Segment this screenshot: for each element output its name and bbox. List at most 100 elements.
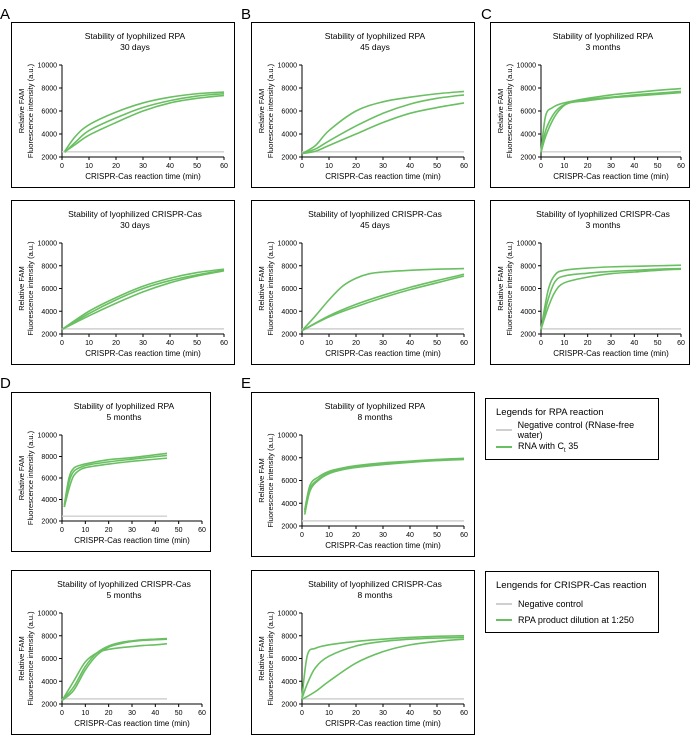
- legend-crispr-title: Lengends for CRISPR-Cas reaction: [496, 580, 647, 591]
- y-tick-label: 10000: [278, 611, 298, 618]
- panel-letter-e: E: [241, 375, 252, 392]
- x-tick-label: 30: [139, 340, 147, 347]
- series-line-3: [301, 638, 465, 701]
- y-tick-label: 10000: [517, 241, 537, 248]
- y-tick-label: 6000: [281, 656, 297, 663]
- x-tick-label: 20: [112, 163, 120, 170]
- chart-subtitle: 3 months: [586, 42, 621, 52]
- x-tick-label: 30: [379, 710, 387, 717]
- x-tick-label: 10: [325, 163, 333, 170]
- y-tick-label: 6000: [41, 476, 57, 483]
- legend-rpa-reaction: Legends for RPA reaction Negative contro…: [485, 398, 659, 460]
- x-tick-label: 60: [677, 340, 685, 347]
- y-axis-label: Relative FAM: [17, 636, 26, 681]
- y-axis-label: Relative FAM: [257, 266, 266, 311]
- legend-swatch-negative: [496, 429, 512, 431]
- x-axis-label: CRISPR-Cas reaction time (min): [325, 541, 441, 550]
- x-tick-label: 60: [460, 532, 468, 539]
- x-tick-label: 10: [85, 163, 93, 170]
- y-tick-label: 8000: [281, 633, 297, 640]
- x-tick-label: 0: [539, 340, 543, 347]
- x-tick-label: 20: [105, 710, 113, 717]
- y-tick-label: 6000: [41, 286, 57, 293]
- x-tick-label: 30: [379, 163, 387, 170]
- y-tick-label: 8000: [41, 86, 57, 93]
- x-axis-label: CRISPR-Cas reaction time (min): [85, 172, 201, 181]
- series-line-3: [63, 457, 168, 508]
- y-tick-label: 2000: [520, 155, 536, 162]
- x-tick-label: 20: [352, 340, 360, 347]
- x-axis-label: CRISPR-Cas reaction time (min): [325, 172, 441, 181]
- chart-title: Stability of lyophilized RPA: [325, 401, 426, 411]
- x-tick-label: 30: [607, 340, 615, 347]
- y-tick-label: 4000: [281, 132, 297, 139]
- x-tick-label: 40: [166, 340, 174, 347]
- y-axis-label: Fluorescence intensity (a.u.): [266, 241, 275, 336]
- chart-subtitle: 30 days: [120, 220, 150, 230]
- series-line-3: [61, 642, 168, 702]
- y-axis-label: Fluorescence intensity (a.u.): [26, 430, 35, 525]
- y-tick-label: 8000: [281, 86, 297, 93]
- series-line-3: [303, 458, 465, 515]
- legend-swatch-dilution: [496, 619, 512, 621]
- y-tick-label: 8000: [41, 263, 57, 270]
- x-tick-label: 30: [139, 163, 147, 170]
- series-line-1: [540, 264, 682, 330]
- y-axis-label: Relative FAM: [257, 89, 266, 134]
- legend-rpa-item-rna-label: RNA with Ct 35: [518, 440, 579, 454]
- chart-panel-rpa-8-months: Stability of lyophilized RPA 8 months 2000…: [251, 392, 475, 557]
- x-tick-label: 40: [406, 340, 414, 347]
- y-tick-label: 8000: [41, 633, 57, 640]
- y-axis-label: Fluorescence intensity (a.u.): [26, 241, 35, 336]
- chart-subtitle: 5 months: [107, 412, 142, 422]
- series-line-2: [64, 92, 225, 153]
- x-tick-label: 50: [654, 163, 662, 170]
- series-line-1: [64, 91, 225, 152]
- series-line-2: [63, 454, 168, 508]
- y-tick-label: 2000: [41, 155, 57, 162]
- legend-rpa-item-negative: Negative control (RNase-free water): [496, 420, 658, 440]
- y-tick-label: 6000: [520, 109, 536, 116]
- x-tick-label: 40: [406, 163, 414, 170]
- y-tick-label: 6000: [281, 109, 297, 116]
- x-tick-label: 10: [325, 532, 333, 539]
- y-tick-label: 2000: [41, 702, 57, 709]
- y-tick-label: 6000: [520, 286, 536, 293]
- y-tick-label: 6000: [281, 286, 297, 293]
- x-tick-label: 60: [677, 163, 685, 170]
- y-axis-label: Fluorescence intensity (a.u.): [26, 611, 35, 706]
- series-line-2: [540, 267, 682, 330]
- chart-subtitle: 3 months: [586, 220, 621, 230]
- x-tick-label: 60: [220, 163, 228, 170]
- series-line-1: [301, 90, 465, 155]
- y-axis-label: Relative FAM: [17, 266, 26, 311]
- x-tick-label: 10: [560, 163, 568, 170]
- series-line-2: [303, 458, 465, 513]
- y-tick-label: 6000: [41, 109, 57, 116]
- y-tick-label: 4000: [281, 679, 297, 686]
- chart-panel-rpa-3-months: Stability of lyophilized RPA 3 months 2000…: [490, 22, 690, 188]
- chart-title: Stability of lyophilized CRISPR-Cas: [308, 209, 442, 219]
- x-tick-label: 0: [300, 710, 304, 717]
- x-tick-label: 0: [60, 163, 64, 170]
- x-tick-label: 60: [198, 710, 206, 717]
- chart-title: Stability of lyophilized RPA: [85, 31, 186, 41]
- y-tick-label: 10000: [38, 63, 58, 70]
- chart-subtitle: 45 days: [360, 42, 390, 52]
- x-tick-label: 10: [560, 340, 568, 347]
- y-tick-label: 4000: [281, 501, 297, 508]
- x-axis-label: CRISPR-Cas reaction time (min): [553, 349, 669, 358]
- y-axis-label: Relative FAM: [496, 266, 505, 311]
- x-tick-label: 20: [584, 163, 592, 170]
- y-axis-label: Fluorescence intensity (a.u.): [266, 63, 275, 158]
- y-tick-label: 2000: [281, 702, 297, 709]
- y-tick-label: 10000: [278, 433, 298, 440]
- x-tick-label: 40: [406, 710, 414, 717]
- x-tick-label: 20: [584, 340, 592, 347]
- y-axis-label: Relative FAM: [496, 89, 505, 134]
- series-line-3: [540, 268, 682, 330]
- x-tick-label: 10: [85, 340, 93, 347]
- series-line-1: [61, 268, 225, 331]
